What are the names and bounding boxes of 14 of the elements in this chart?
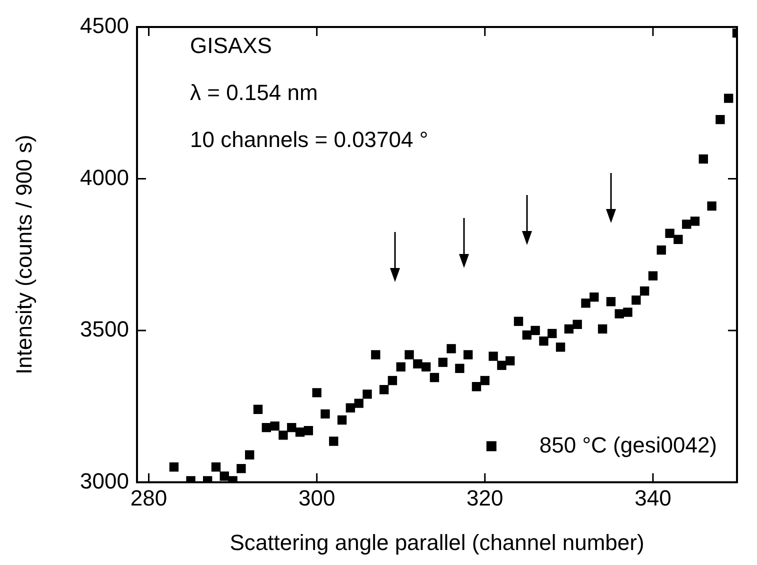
legend-label: 850 °C (gesi0042) [539, 432, 718, 458]
x-tick-label: 340 [634, 485, 672, 510]
x-tick-label: 300 [298, 485, 336, 510]
y-tick-label: 3500 [80, 316, 129, 342]
annotation: 10 channels = 0.03704 ° [190, 127, 428, 152]
y-tick-label: 3000 [80, 468, 129, 494]
x-axis-title: Scattering angle parallel (channel number) [230, 530, 644, 555]
y-tick-label: 4000 [80, 164, 129, 190]
y-tick-label: 4500 [80, 13, 129, 38]
y-axis-title: Intensity (counts / 900 s) [11, 134, 36, 374]
annotation: GISAXS [190, 33, 272, 58]
annotation: λ = 0.154 nm [190, 80, 318, 106]
x-tick-label: 320 [466, 485, 504, 510]
x-tick-label: 280 [130, 485, 168, 510]
